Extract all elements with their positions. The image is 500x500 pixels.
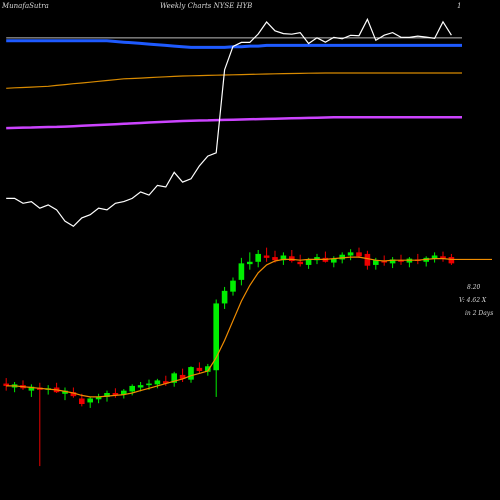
candle-body [28, 386, 35, 391]
candle-body [70, 392, 77, 397]
candle-body [3, 383, 9, 386]
candle-body [179, 374, 186, 379]
candle-body [381, 261, 387, 263]
candle-body [389, 259, 396, 264]
candle-body [221, 290, 228, 304]
candle-body [364, 253, 371, 266]
candle-body [280, 255, 287, 261]
candle-body [95, 396, 102, 400]
candle-body [154, 380, 161, 385]
candle-body [230, 280, 236, 292]
ma-orange-line [6, 72, 462, 89]
candle-body [272, 257, 278, 261]
candle-body [331, 258, 337, 263]
candle-body [314, 257, 320, 261]
candle-body [205, 366, 211, 372]
ma-short-line [6, 256, 452, 398]
candle-body [398, 260, 404, 262]
ma-purple-line [6, 116, 462, 130]
candle-body [373, 260, 379, 265]
candle-body [356, 252, 362, 257]
candle-body [163, 381, 169, 384]
candle-body [62, 390, 68, 394]
candle-body [305, 259, 312, 265]
candle-body [137, 385, 144, 388]
candle-body [448, 257, 455, 264]
candle-body [112, 393, 119, 396]
chart-title: Weekly Charts NYSE HYB [160, 2, 253, 10]
candle-body [129, 385, 135, 392]
candle-body [104, 393, 110, 397]
candle-body [79, 398, 85, 404]
brand-label: MunafaSutra [2, 2, 49, 10]
period-label: in 2 Days [465, 310, 494, 317]
candle-body [440, 256, 446, 259]
page-number: 1 [457, 2, 462, 10]
candle-body [347, 252, 354, 256]
candle-body [339, 254, 345, 260]
candle-body [289, 256, 295, 261]
candle-body [297, 261, 303, 265]
candle-body [431, 255, 438, 259]
candle-body [263, 255, 270, 258]
volume-line [6, 17, 452, 228]
candle-body [255, 253, 261, 262]
candle-body [213, 303, 219, 371]
candle-body [188, 367, 194, 380]
last-price-label: 8.20 [467, 284, 481, 291]
candle-body [146, 383, 152, 386]
candle-body [87, 398, 93, 403]
candle-body [238, 263, 245, 280]
candle-body [121, 390, 127, 395]
candle-body [171, 373, 177, 383]
volume-label: V: 4.62 X [459, 297, 487, 304]
candle-body [247, 261, 253, 265]
candle-body [196, 367, 203, 371]
